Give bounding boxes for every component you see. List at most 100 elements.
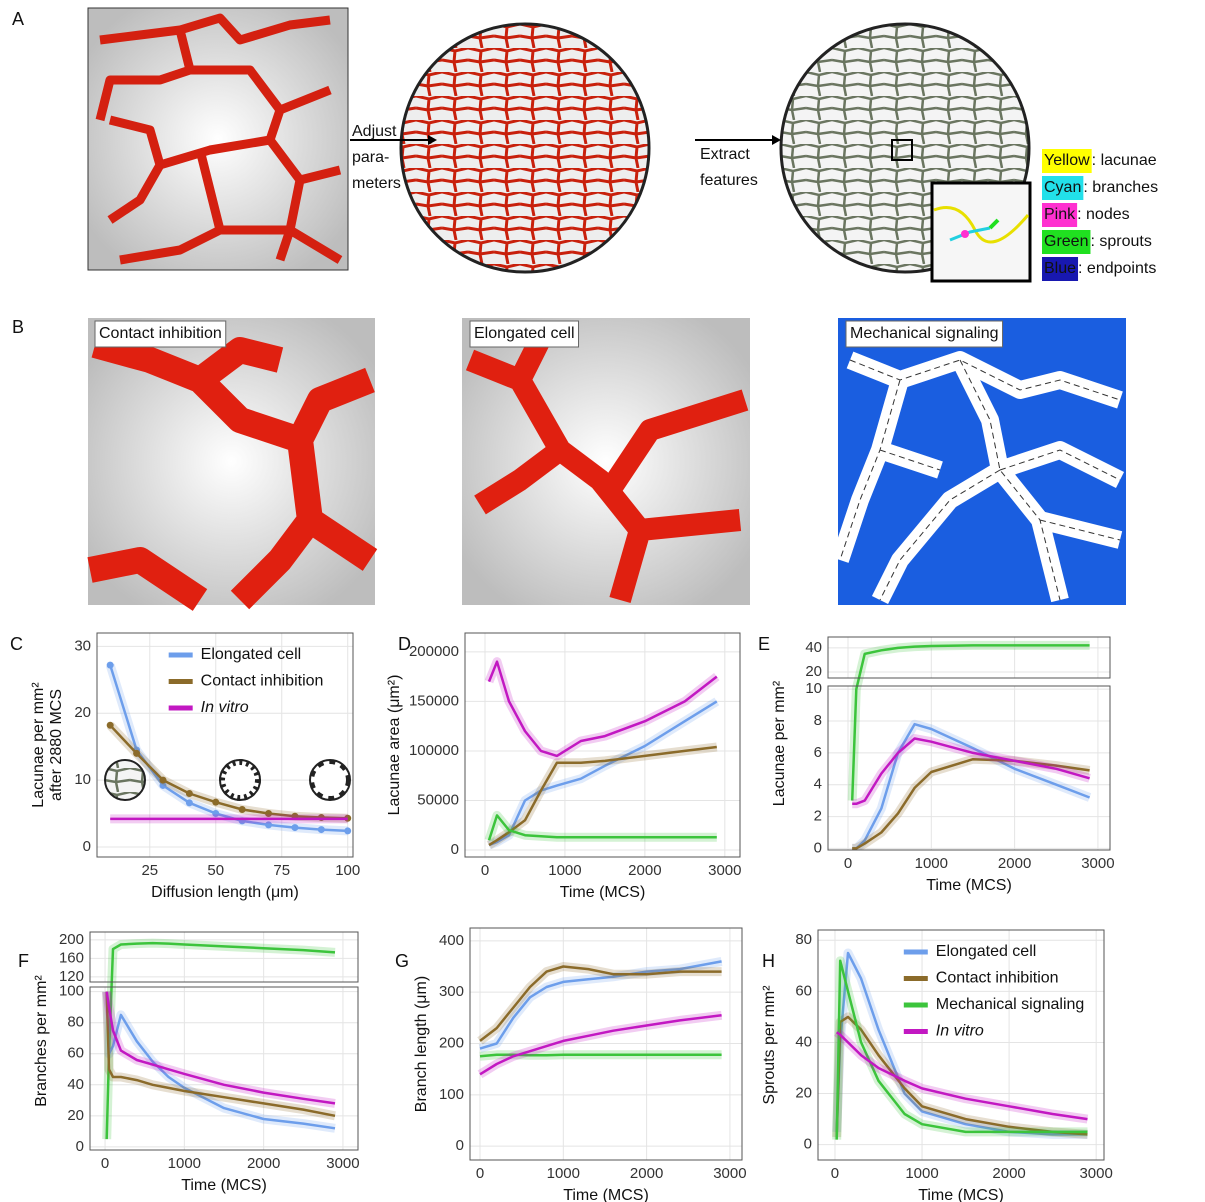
point — [186, 790, 193, 797]
inset-node — [961, 230, 969, 238]
y-axis-label: Lacunae per mm² — [30, 682, 47, 808]
caption: Elongated cell — [474, 325, 575, 342]
y-tick-label: 10 — [805, 680, 822, 697]
x-tick-label: 0 — [476, 1165, 484, 1182]
y-tick-label: 200 — [59, 931, 84, 948]
panel-letter: G — [395, 951, 409, 971]
y-tick-label: 120 — [59, 968, 84, 985]
arrow-label: Extract — [700, 146, 750, 163]
point — [318, 826, 325, 833]
y-tick-label: 0 — [83, 838, 91, 855]
x-axis-label: Diffusion length (μm) — [151, 884, 299, 901]
x-axis-label: Time (MCS) — [918, 1187, 1004, 1202]
y-tick-label: 80 — [795, 931, 812, 948]
legend-key: Cyan — [1044, 179, 1081, 196]
x-tick-label: 3000 — [1081, 855, 1114, 872]
legend-key: Pink — [1044, 206, 1076, 223]
y-axis-label: Sprouts per mm² — [761, 985, 778, 1105]
y-tick-label: 20 — [74, 704, 91, 721]
point — [133, 750, 140, 757]
panel-letter: H — [762, 951, 775, 971]
y-tick-label: 50000 — [417, 791, 459, 808]
panel-letter: A — [12, 9, 24, 29]
legend-text: : lacunae — [1092, 152, 1157, 169]
x-tick-label: 0 — [844, 855, 852, 872]
arrow-label: features — [700, 172, 758, 189]
point — [186, 799, 193, 806]
y-tick-label: 6 — [814, 744, 822, 761]
x-axis-label: Time (MCS) — [563, 1187, 649, 1202]
figure: Adjustpara-metersExtractfeatures Yellow:… — [0, 0, 1205, 1202]
y-tick-label: 200 — [439, 1034, 464, 1051]
elongated-cell-image — [462, 318, 750, 605]
x-tick-label: 0 — [481, 862, 489, 879]
y-tick-label: 0 — [451, 841, 459, 858]
zoom-inset — [932, 183, 1030, 281]
x-tick-label: 2000 — [998, 855, 1031, 872]
x-tick-label: 1000 — [905, 1165, 938, 1182]
legend-text: : endpoints — [1078, 260, 1156, 277]
legend-key: Blue — [1044, 260, 1076, 277]
arrow-label: para- — [352, 149, 389, 166]
y-axis-label: Branches per mm² — [33, 975, 50, 1107]
legend-label: Elongated cell — [936, 943, 1037, 960]
point — [212, 799, 219, 806]
y-tick-label: 60 — [67, 1045, 84, 1062]
legend-text: : branches — [1083, 179, 1158, 196]
y-tick-label: 20 — [67, 1107, 84, 1124]
y-tick-label: 80 — [67, 1014, 84, 1031]
panel-b: Contact inhibition Elongated cell Mechanic… — [88, 318, 1126, 605]
y-tick-label: 0 — [456, 1137, 464, 1154]
point — [344, 827, 351, 834]
arrow-label: meters — [352, 175, 401, 192]
panel-letter: F — [18, 951, 29, 971]
panel-letter: E — [758, 634, 770, 654]
x-tick-label: 2000 — [247, 1155, 280, 1172]
caption: Mechanical signaling — [850, 325, 999, 342]
x-tick-label: 1000 — [548, 862, 581, 879]
x-tick-label: 75 — [273, 862, 290, 879]
y-tick-label: 0 — [76, 1138, 84, 1155]
y-tick-label: 0 — [804, 1136, 812, 1153]
x-tick-label: 2000 — [630, 1165, 663, 1182]
legend-label: Elongated cell — [201, 646, 302, 663]
y-tick-label: 8 — [814, 712, 822, 729]
x-tick-label: 1000 — [547, 1165, 580, 1182]
x-axis-label: Time (MCS) — [560, 884, 646, 901]
x-tick-label: 1000 — [915, 855, 948, 872]
legend-label: In vitro — [201, 699, 249, 716]
x-tick-label: 3000 — [326, 1155, 359, 1172]
x-tick-label: 2000 — [628, 862, 661, 879]
point — [159, 777, 166, 784]
point — [107, 662, 114, 669]
y-tick-label: 160 — [59, 949, 84, 966]
x-tick-label: 0 — [101, 1155, 109, 1172]
y-tick-label: 300 — [439, 983, 464, 1000]
x-tick-label: 0 — [831, 1165, 839, 1182]
x-tick-label: 25 — [141, 862, 158, 879]
legend-label: Contact inhibition — [936, 970, 1059, 987]
y-tick-label: 20 — [805, 663, 822, 680]
y-tick-label: 40 — [795, 1033, 812, 1050]
y-tick-label: 100000 — [409, 742, 459, 759]
y-axis-label: Lacunae per mm² — [771, 680, 788, 806]
inset-image — [105, 760, 145, 800]
x-tick-label: 1000 — [168, 1155, 201, 1172]
y-axis-label: after 2880 MCS — [48, 689, 65, 801]
panel-letter: B — [12, 317, 24, 337]
circle-simulation — [401, 24, 649, 272]
y-tick-label: 10 — [74, 771, 91, 788]
y-tick-label: 100 — [59, 983, 84, 1000]
y-tick-label: 40 — [67, 1076, 84, 1093]
legend-label: In vitro — [936, 1023, 984, 1040]
feature-legend: Yellow: lacunaeCyan: branchesPink: nodes… — [1042, 149, 1158, 281]
y-tick-label: 400 — [439, 932, 464, 949]
y-tick-label: 4 — [814, 776, 822, 793]
caption: Contact inhibition — [99, 325, 222, 342]
y-tick-label: 200000 — [409, 643, 459, 660]
x-tick-label: 3000 — [708, 862, 741, 879]
